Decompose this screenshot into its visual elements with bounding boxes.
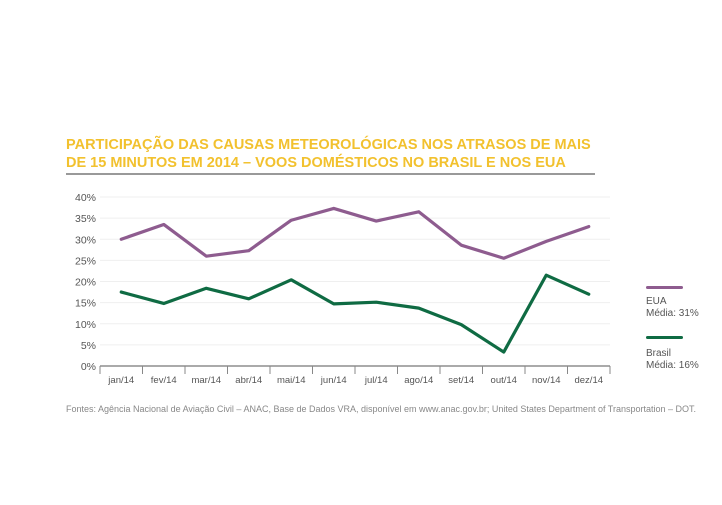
- chart-title-line1: PARTICIPAÇÃO DAS CAUSAS METEOROLÓGICAS N…: [66, 137, 591, 153]
- x-tick-label: jul/14: [364, 375, 388, 386]
- x-tick-label: mai/14: [277, 375, 306, 386]
- y-tick-label: 25%: [75, 255, 96, 267]
- y-tick-label: 5%: [81, 340, 96, 352]
- y-tick-label: 20%: [75, 277, 96, 289]
- legend-eua-note: Média: 31%: [646, 308, 699, 319]
- x-tick-label: jun/14: [320, 375, 347, 386]
- source-note: Fontes: Agência Nacional de Aviação Civi…: [66, 404, 696, 414]
- chart-title-line2: DE 15 MINUTOS EM 2014 – VOOS DOMÉSTICOS …: [66, 155, 566, 171]
- x-tick-label: set/14: [448, 375, 474, 386]
- legend-brasil-note: Média: 16%: [646, 360, 699, 371]
- y-tick-label: 0%: [81, 361, 96, 373]
- line-chart: 0% 5% 10% 15% 20% 25% 30% 35% 40% jan/14 fev/14 ma…: [75, 192, 611, 386]
- legend-swatch-eua: [646, 286, 683, 289]
- legend-eua: EUA Média: 31%: [646, 296, 699, 320]
- series-line-brasil: [119, 273, 591, 354]
- y-tick-label: 35%: [75, 213, 96, 225]
- x-tick-label: abr/14: [235, 375, 262, 386]
- x-tick-label: fev/14: [151, 375, 177, 386]
- grid-lines: [100, 196, 610, 346]
- legend-swatch-brasil: [646, 336, 683, 339]
- y-tick-label: 10%: [75, 319, 96, 331]
- y-axis: 0% 5% 10% 15% 20% 25% 30% 35% 40%: [75, 192, 96, 373]
- legend-brasil: Brasil Média: 16%: [646, 348, 699, 372]
- chart-title: PARTICIPAÇÃO DAS CAUSAS METEOROLÓGICAS N…: [66, 136, 606, 172]
- series-lines: [119, 206, 591, 354]
- x-tick-label: mar/14: [191, 375, 221, 386]
- x-tick-label: out/14: [491, 375, 517, 386]
- x-axis: jan/14 fev/14 mar/14 abr/14 mai/14 jun/14 jul/…: [99, 365, 611, 386]
- series-line-eua: [119, 206, 591, 260]
- y-tick-label: 30%: [75, 234, 96, 246]
- x-tick-label: dez/14: [574, 375, 603, 386]
- x-tick-label: jan/14: [107, 375, 134, 386]
- legend-brasil-label: Brasil: [646, 348, 672, 359]
- legend-eua-label: EUA: [646, 296, 667, 307]
- x-tick-label: ago/14: [404, 375, 433, 386]
- x-tick-label: nov/14: [532, 375, 561, 386]
- y-tick-label: 40%: [75, 192, 96, 204]
- title-underline: [66, 173, 595, 175]
- y-tick-label: 15%: [75, 298, 96, 310]
